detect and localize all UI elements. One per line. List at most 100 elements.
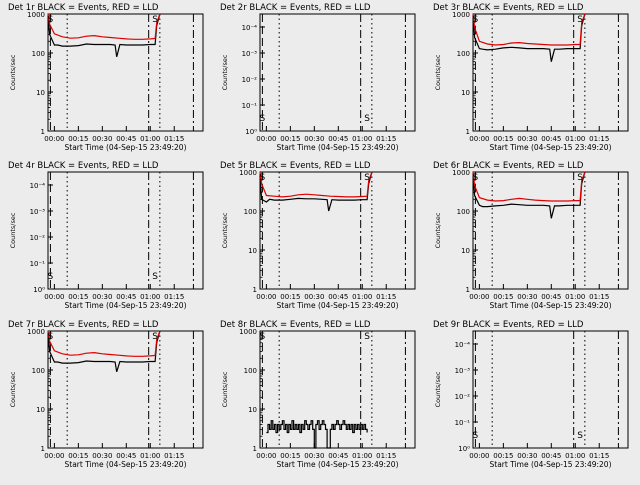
x-tick-label: 01:00 bbox=[352, 135, 372, 143]
y-axis-label: Counts/sec bbox=[434, 54, 442, 90]
x-tick-label: 01:15 bbox=[164, 452, 184, 460]
x-tick-label: 01:00 bbox=[352, 293, 372, 301]
x-tick-label: 00:00 bbox=[469, 452, 489, 460]
x-tick-label: 00:30 bbox=[92, 293, 112, 301]
y-tick-label: 10⁻³ bbox=[30, 208, 46, 216]
x-tick-label: 00:00 bbox=[256, 293, 276, 301]
y-tick-label: 10 bbox=[36, 89, 45, 97]
x-tick-label: 00:15 bbox=[280, 293, 300, 301]
saa-marker: S bbox=[260, 114, 266, 124]
x-tick-label: 00:30 bbox=[304, 452, 324, 460]
events-series bbox=[47, 330, 161, 372]
panel-title: Det 2r BLACK = Events, RED = LLD bbox=[220, 3, 371, 13]
x-tick-label: 00:00 bbox=[44, 135, 64, 143]
y-tick-label: 100 bbox=[457, 208, 470, 216]
panel-title: Det 1r BLACK = Events, RED = LLD bbox=[8, 3, 159, 13]
y-tick-label: 10⁰ bbox=[458, 445, 470, 453]
y-tick-label: 10 bbox=[248, 406, 257, 414]
x-axis-label: Start Time (04-Sep-15 23:49:20) bbox=[490, 460, 612, 469]
saa-marker: S bbox=[48, 332, 54, 342]
y-tick-label: 1000 bbox=[452, 11, 470, 19]
x-tick-label: 00:15 bbox=[68, 293, 88, 301]
y-tick-label: 1 bbox=[466, 128, 470, 136]
y-tick-label: 1 bbox=[41, 445, 45, 453]
plot-frame bbox=[47, 330, 204, 449]
panel-det-3: Det 3r BLACK = Events, RED = LLD Counts/s… bbox=[433, 3, 629, 152]
panel-det-9: Det 9r BLACK = Events, RED = LLD Counts/s… bbox=[433, 320, 629, 469]
events-series bbox=[259, 171, 373, 212]
x-axis-label: Start Time (04-Sep-15 23:49:20) bbox=[65, 301, 187, 310]
x-tick-label: 01:00 bbox=[140, 135, 160, 143]
panel-det-5: Det 5r BLACK = Events, RED = LLD Counts/s… bbox=[220, 161, 416, 310]
y-axis-label: Counts/sec bbox=[9, 371, 17, 407]
x-tick-label: 00:45 bbox=[116, 452, 136, 460]
y-tick-label: 100 bbox=[244, 367, 257, 375]
x-tick-label: 00:30 bbox=[92, 452, 112, 460]
panel-title: Det 9r BLACK = Events, RED = LLD bbox=[433, 320, 584, 330]
y-tick-label: 10⁻² bbox=[242, 76, 258, 84]
x-tick-label: 00:45 bbox=[116, 293, 136, 301]
saa-marker: S bbox=[577, 431, 583, 441]
events-series bbox=[472, 171, 586, 219]
x-tick-label: 01:00 bbox=[352, 452, 372, 460]
x-tick-label: 00:00 bbox=[256, 135, 276, 143]
x-tick-label: 01:00 bbox=[140, 293, 160, 301]
y-tick-label: 100 bbox=[244, 208, 257, 216]
x-tick-label: 00:15 bbox=[493, 135, 513, 143]
panel-title: Det 8r BLACK = Events, RED = LLD bbox=[220, 320, 371, 330]
y-tick-label: 1000 bbox=[27, 11, 45, 19]
y-tick-label: 1000 bbox=[452, 169, 470, 177]
x-axis-label: Start Time (04-Sep-15 23:49:20) bbox=[277, 460, 399, 469]
saa-marker: S bbox=[577, 15, 583, 25]
x-tick-label: 01:15 bbox=[589, 293, 609, 301]
x-tick-label: 00:45 bbox=[541, 135, 561, 143]
y-tick-label: 10⁻³ bbox=[455, 367, 471, 375]
x-tick-label: 00:30 bbox=[517, 452, 537, 460]
y-tick-label: 10⁻² bbox=[30, 234, 46, 242]
y-tick-label: 1 bbox=[253, 445, 257, 453]
lld-series bbox=[472, 171, 586, 202]
x-tick-label: 00:45 bbox=[541, 293, 561, 301]
x-tick-label: 01:00 bbox=[565, 293, 585, 301]
x-tick-label: 01:00 bbox=[565, 135, 585, 143]
x-tick-label: 01:15 bbox=[589, 135, 609, 143]
x-tick-label: 00:45 bbox=[328, 452, 348, 460]
y-tick-label: 1 bbox=[466, 286, 470, 294]
events-series bbox=[472, 13, 586, 62]
x-axis-label: Start Time (04-Sep-15 23:49:20) bbox=[65, 143, 187, 152]
saa-marker: S bbox=[577, 173, 583, 183]
saa-marker: S bbox=[152, 272, 158, 282]
y-tick-label: 10⁰ bbox=[33, 286, 45, 294]
x-tick-label: 00:15 bbox=[493, 293, 513, 301]
y-axis-label: Counts/sec bbox=[434, 371, 442, 407]
panel-det-8: Det 8r BLACK = Events, RED = LLD Counts/s… bbox=[220, 320, 416, 469]
lld-series bbox=[47, 330, 161, 357]
panel-title: Det 6r BLACK = Events, RED = LLD bbox=[433, 161, 584, 171]
y-tick-label: 10⁻³ bbox=[242, 50, 258, 58]
x-tick-label: 00:30 bbox=[304, 293, 324, 301]
lld-series bbox=[472, 13, 586, 46]
saa-marker: S bbox=[473, 173, 479, 183]
y-tick-label: 10⁻¹ bbox=[242, 102, 258, 110]
y-axis-label: Counts/sec bbox=[9, 212, 17, 248]
y-tick-label: 10⁻⁴ bbox=[30, 182, 46, 190]
x-tick-label: 00:30 bbox=[517, 135, 537, 143]
y-tick-label: 10 bbox=[461, 89, 470, 97]
x-tick-label: 00:00 bbox=[469, 293, 489, 301]
panel-det-4: Det 4r BLACK = Events, RED = LLD Counts/s… bbox=[8, 161, 204, 310]
panel-title: Det 3r BLACK = Events, RED = LLD bbox=[433, 3, 584, 13]
x-tick-label: 01:15 bbox=[164, 135, 184, 143]
x-tick-label: 00:00 bbox=[44, 452, 64, 460]
panel-title: Det 4r BLACK = Events, RED = LLD bbox=[8, 161, 159, 171]
x-tick-label: 00:15 bbox=[493, 452, 513, 460]
x-tick-label: 00:00 bbox=[469, 135, 489, 143]
y-axis-label: Counts/sec bbox=[221, 371, 229, 407]
x-tick-label: 00:30 bbox=[304, 135, 324, 143]
x-axis-label: Start Time (04-Sep-15 23:49:20) bbox=[65, 460, 187, 469]
plot-frame bbox=[472, 13, 629, 132]
x-tick-label: 01:15 bbox=[376, 452, 396, 460]
y-tick-label: 1 bbox=[253, 286, 257, 294]
y-axis-label: Counts/sec bbox=[221, 54, 229, 90]
panel-title: Det 5r BLACK = Events, RED = LLD bbox=[220, 161, 371, 171]
